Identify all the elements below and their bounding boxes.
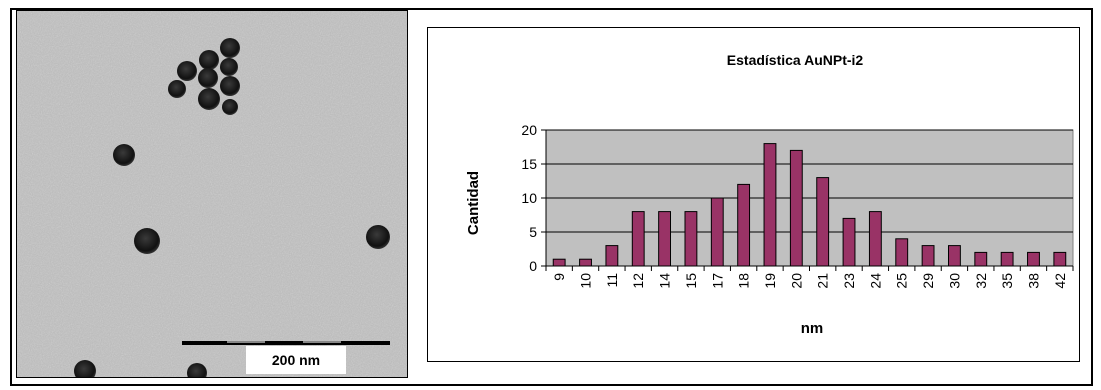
bar: [921, 245, 935, 267]
x-tick-label: 10: [578, 273, 594, 289]
nanoparticle: [134, 228, 160, 254]
x-tick-label: 12: [630, 273, 646, 289]
x-tick-label: 30: [946, 273, 962, 289]
histogram-chart: Estadística AuNPt-i2 0 5 10 15 20 9 10 11 12 14 1…: [465, 52, 1074, 337]
x-tick-label: 14: [657, 273, 673, 289]
bar: [868, 211, 882, 267]
nanoparticle: [187, 363, 207, 377]
x-tick-label: 19: [762, 273, 778, 289]
x-tick-label: 9: [551, 273, 567, 281]
bar: [684, 211, 698, 267]
y-axis-label: Cantidad: [465, 171, 482, 235]
bar: [789, 149, 803, 267]
bar: [816, 177, 830, 267]
scale-bar-label: 200 nm: [272, 352, 320, 368]
scale-bar: 200 nm: [182, 341, 390, 374]
y-tick-label: 15: [521, 156, 537, 172]
bar: [658, 211, 672, 267]
bar: [605, 245, 619, 267]
x-tick-label: 20: [788, 273, 804, 289]
x-tick-label: 29: [920, 273, 936, 289]
x-tick-label: 17: [709, 273, 725, 289]
chart-container: Estadística AuNPt-i2 0 5 10 15 20 9 10 11 12 14 1…: [427, 27, 1080, 362]
x-tick-label: 21: [815, 273, 831, 289]
bar: [1027, 251, 1040, 267]
bar: [710, 197, 724, 267]
x-tick-label: 35: [999, 273, 1015, 289]
bar: [974, 251, 988, 267]
x-tick-label: 38: [1025, 273, 1041, 289]
x-tick-label: 32: [973, 273, 989, 289]
tem-image: 200 nm: [17, 11, 407, 377]
nanoparticle: [113, 144, 135, 166]
x-tick-label: 18: [736, 273, 752, 289]
chart-title: Estadística AuNPt-i2: [727, 52, 864, 68]
y-tick-label: 10: [521, 190, 537, 206]
nanoparticle: [366, 225, 390, 249]
bar: [1053, 251, 1067, 267]
bar: [947, 245, 961, 267]
bar: [842, 217, 856, 267]
bar: [737, 183, 751, 267]
bar: [1000, 251, 1014, 267]
x-tick-label: 25: [894, 273, 910, 289]
x-axis-label: nm: [801, 320, 824, 337]
nanoparticle-cluster: [168, 38, 240, 115]
x-tick-label: 23: [841, 273, 857, 289]
y-tick-label: 5: [529, 224, 537, 240]
x-tick-label: 15: [683, 273, 699, 289]
bar: [552, 258, 566, 267]
bar: [895, 238, 909, 267]
nanoparticle: [74, 360, 96, 377]
tem-micrograph: 200 nm: [16, 10, 408, 378]
x-tick-label: 11: [604, 273, 620, 288]
x-tick-label: 24: [867, 273, 883, 289]
y-tick-label: 0: [529, 258, 537, 274]
bar: [579, 258, 592, 267]
y-tick-label: 20: [521, 122, 537, 138]
x-tick-label: 42: [1052, 273, 1068, 289]
bar: [631, 211, 645, 267]
bar: [763, 143, 777, 267]
